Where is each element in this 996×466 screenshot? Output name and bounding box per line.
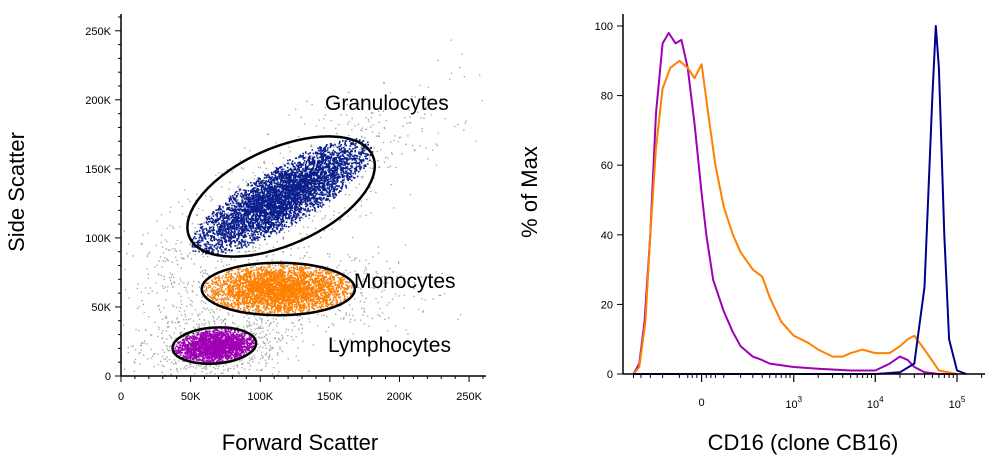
histogram-x-tick-label: 104 [867, 395, 884, 411]
scatter-x-tick-label: 0 [118, 391, 124, 403]
scatter-x-tick-label: 250K [456, 391, 482, 403]
histogram-y-tick-label: 0 [607, 369, 613, 381]
scatter-y-tick-label: 250K [85, 26, 111, 38]
histogram-x-axis-title: CD16 (clone CB16) [708, 430, 899, 455]
histogram-y-axis-title: % of Max [517, 146, 542, 238]
scatter-panel: 0 50K 100K 150K 200K 250K 0 50K 100K 150K 200K 250K… [4, 14, 486, 455]
histogram-series-line-0 [632, 32, 957, 375]
histogram-y-tick-label: 20 [601, 299, 613, 311]
scatter-x-tick-label: 150K [317, 391, 343, 403]
scatter-y-axis-title: Side Scatter [4, 132, 29, 252]
histogram-x-tick-label: 0 [699, 397, 705, 409]
gate-ellipse-monocytes [200, 261, 357, 317]
histogram-panel: 0 20 40 60 80 100 0 103 104 105 CD16 (clone CB16)… [517, 14, 985, 455]
events-monocytes [205, 263, 355, 317]
histogram-y-tick-label: 60 [601, 160, 613, 172]
scatter-y-tick-label: 50K [91, 302, 111, 314]
scatter-y-tick-label: 100K [85, 233, 111, 245]
events-lymphocytes [174, 328, 256, 365]
histogram-series-line-2 [633, 25, 967, 375]
histogram-y-tick-label: 40 [601, 230, 613, 242]
histogram-x-tick-label: 103 [785, 395, 802, 411]
scatter-x-tick-label: 50K [181, 391, 201, 403]
events-granulocytes [190, 138, 374, 256]
scatter-axes: 0 50K 100K 150K 200K 250K 0 50K 100K 150K 200K 250K [85, 14, 486, 403]
gate-label-granulocytes: Granulocytes [325, 92, 449, 115]
gate-ellipse-lymphocytes [171, 326, 258, 366]
histogram-y-tick-label: 80 [601, 91, 613, 103]
scatter-y-tick-label: 0 [105, 371, 111, 383]
scatter-y-tick-label: 150K [85, 164, 111, 176]
gate-label-monocytes: Monocytes [354, 270, 456, 293]
histogram-x-tick-label: 105 [949, 395, 966, 411]
scatter-x-tick-label: 100K [247, 391, 273, 403]
histogram-axes: 0 20 40 60 80 100 0 103 104 105 [595, 14, 985, 411]
scatter-x-tick-label: 200K [387, 391, 413, 403]
scatter-y-tick-label: 200K [85, 95, 111, 107]
gate-label-lymphocytes: Lymphocytes [328, 334, 451, 357]
histogram-y-tick-label: 100 [595, 21, 613, 33]
histogram-series [632, 25, 967, 375]
gate-ellipses [171, 135, 377, 366]
scatter-x-axis-title: Forward Scatter [222, 430, 379, 455]
histogram-series-line-1 [632, 59, 958, 375]
scatter-events [123, 39, 483, 376]
gate-ellipse-granulocytes [186, 135, 377, 258]
